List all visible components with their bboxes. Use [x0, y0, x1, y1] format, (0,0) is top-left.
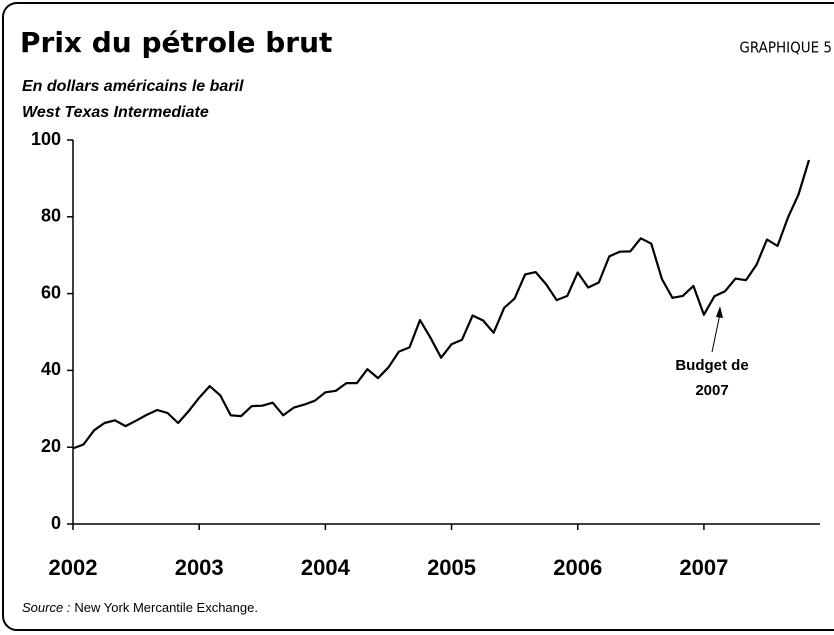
y-tick-label: 100: [31, 129, 61, 149]
y-tick-label: 80: [41, 206, 61, 226]
x-tick-label: 2002: [49, 555, 98, 580]
y-tick-label: 20: [41, 436, 61, 456]
annotation: Budget de: [675, 357, 748, 374]
chart-label: GRAPHIQUE 5: [739, 39, 832, 57]
y-tick-label: 40: [41, 359, 61, 379]
subtitle: En dollars américains le baril: [22, 78, 244, 95]
x-tick-label: 2005: [427, 555, 476, 580]
annotation-arrow: [711, 313, 721, 353]
x-tick-label: 2004: [301, 555, 351, 580]
subtitle: West Texas Intermediate: [22, 104, 209, 121]
annotation: 2007: [695, 382, 728, 399]
source-label: Source :: [22, 600, 71, 615]
x-tick-label: 2003: [175, 555, 224, 580]
source-text: New York Mercantile Exchange.: [74, 600, 258, 615]
x-tick-label: 2006: [553, 555, 602, 580]
annotation-arrowhead: [716, 306, 723, 318]
chart-title: Prix du pétrole brut: [20, 26, 332, 59]
x-tick-label: 2007: [679, 555, 728, 580]
source: Source : New York Mercantile Exchange.: [22, 600, 258, 615]
y-tick-label: 60: [41, 282, 61, 302]
line: [72, 159, 811, 450]
y-tick-label: 0: [51, 513, 61, 533]
